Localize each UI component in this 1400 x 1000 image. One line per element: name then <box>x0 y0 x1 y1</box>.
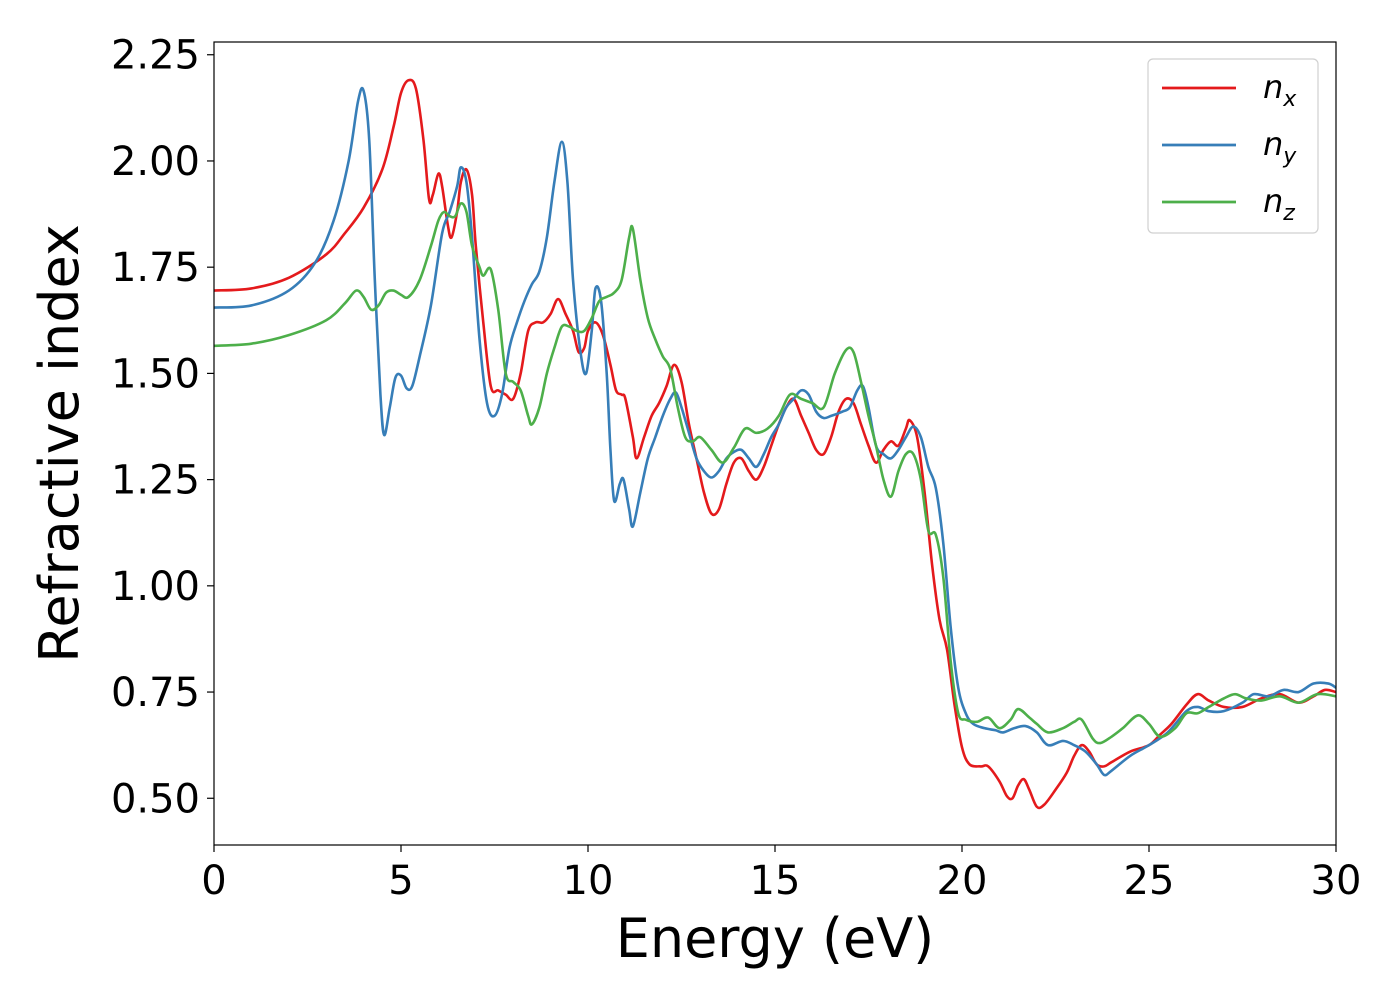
y-tick-label: 0.50 <box>111 776 200 822</box>
x-tick-label: 30 <box>1311 858 1362 904</box>
y-tick-label: 1.75 <box>111 245 200 291</box>
y-tick-label: 2.25 <box>111 33 200 79</box>
series-line-n-x <box>214 78 1336 810</box>
legend-label-n-x: nx <box>1263 68 1297 112</box>
x-tick-label: 20 <box>937 858 988 904</box>
x-tick-label: 0 <box>201 858 226 904</box>
y-tick-label: 1.25 <box>111 458 200 504</box>
x-tick-label: 5 <box>388 858 413 904</box>
legend: nx ny nz <box>1147 58 1319 234</box>
y-tick-label: 1.00 <box>111 564 200 610</box>
y-axis: 0.50 0.75 1.00 1.25 1.50 1.75 2.00 2.25 <box>111 33 214 822</box>
series-line-n-y <box>214 86 1336 777</box>
y-tick-label: 2.00 <box>111 139 200 185</box>
y-axis-label: Refractive index <box>28 224 91 663</box>
x-tick-label: 10 <box>563 858 614 904</box>
x-tick-label: 15 <box>750 858 801 904</box>
x-axis-label: Energy (eV) <box>616 907 935 970</box>
x-tick-label: 25 <box>1124 858 1175 904</box>
y-tick-label: 1.50 <box>111 351 200 397</box>
y-tick-label: 0.75 <box>111 670 200 716</box>
series-layer <box>214 78 1336 810</box>
series-line-n-z <box>214 202 1336 745</box>
legend-label-n-y: ny <box>1263 125 1297 169</box>
legend-label-n-z: nz <box>1263 182 1295 226</box>
x-axis: 0 5 10 15 20 25 30 <box>201 845 1361 904</box>
